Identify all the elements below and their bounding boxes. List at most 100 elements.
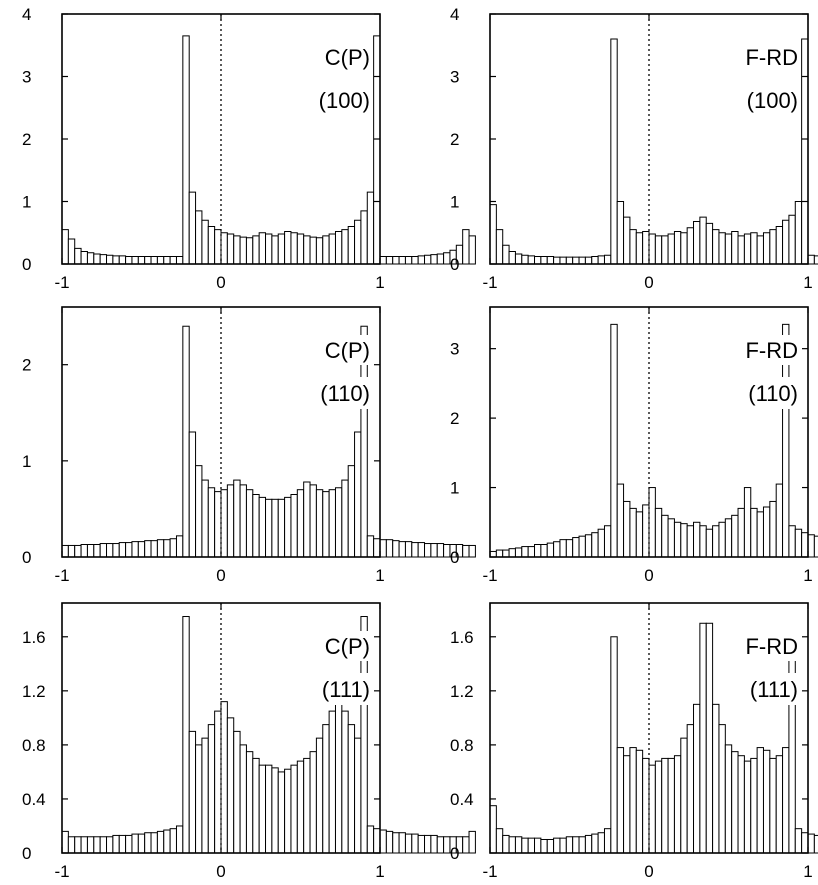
histogram-bar xyxy=(623,755,631,854)
histogram-bar xyxy=(61,229,69,265)
histogram-bar xyxy=(743,760,752,854)
histogram-bar xyxy=(731,231,739,265)
histogram-bar xyxy=(527,255,536,265)
histogram-bar xyxy=(277,498,286,558)
histogram-bar xyxy=(271,235,279,265)
x-tick-label: 0 xyxy=(216,566,225,585)
histogram-bar xyxy=(118,542,127,558)
histogram-bar xyxy=(750,757,758,854)
histogram-bar xyxy=(565,256,574,265)
histogram-bar xyxy=(106,254,114,265)
histogram-bar xyxy=(443,836,451,854)
histogram-bar xyxy=(578,256,586,265)
histogram-bar xyxy=(635,749,644,854)
histogram-bar xyxy=(801,38,809,265)
histogram-bar xyxy=(392,832,400,854)
histogram-bar xyxy=(436,543,445,558)
histogram-bar xyxy=(807,833,815,854)
histogram-bar xyxy=(379,256,387,265)
histogram-bar xyxy=(144,540,152,558)
histogram-bar xyxy=(514,836,523,854)
y-tick-label: 2 xyxy=(450,130,459,149)
histogram-bar xyxy=(680,232,688,265)
y-tick-label: 4 xyxy=(22,5,31,24)
histogram-bar xyxy=(788,214,796,265)
x-tick-label: -1 xyxy=(54,273,69,292)
histogram-bar xyxy=(404,541,413,558)
histogram-bar xyxy=(233,479,241,558)
histogram-bar xyxy=(417,255,426,265)
histogram-bar xyxy=(565,836,574,854)
histogram-bar xyxy=(705,622,714,854)
histogram-bar xyxy=(195,465,203,558)
y-tick-label: 0 xyxy=(22,844,31,863)
y-tick-label: 0.8 xyxy=(22,736,46,755)
x-tick-label: 1 xyxy=(803,273,812,292)
y-tick-label: 0 xyxy=(22,255,31,274)
histogram-bar xyxy=(699,216,707,265)
histogram-bar xyxy=(265,498,273,558)
histogram-bar xyxy=(468,544,476,558)
histogram-bar xyxy=(296,233,305,265)
histogram-bar xyxy=(667,233,675,265)
x-tick-label: 0 xyxy=(644,273,653,292)
histogram-bar xyxy=(661,235,669,265)
histogram-bar xyxy=(385,256,394,265)
histogram-bar xyxy=(597,832,605,854)
y-tick-label: 3 xyxy=(22,68,31,87)
histogram-bar xyxy=(514,547,523,558)
histogram-bar xyxy=(252,757,260,854)
histogram-bar xyxy=(239,484,247,558)
histogram-bar xyxy=(654,235,663,265)
histogram-bar xyxy=(743,487,752,558)
histogram-bar xyxy=(534,544,542,558)
histogram-bar xyxy=(731,514,739,558)
histogram-bar xyxy=(86,252,95,265)
histogram-bar xyxy=(74,247,82,265)
histogram-bar xyxy=(220,489,228,558)
histogram-bar xyxy=(693,221,701,265)
histogram-bar xyxy=(163,829,171,854)
histogram-bar xyxy=(385,830,394,854)
histogram-bar xyxy=(245,751,254,854)
panel-label-bg xyxy=(308,377,372,409)
histogram-bar xyxy=(591,256,599,265)
histogram-bar xyxy=(436,836,445,854)
histogram-bar xyxy=(616,747,625,854)
histogram-bar xyxy=(572,537,580,558)
histogram-bar xyxy=(718,724,726,854)
histogram-bar xyxy=(252,494,260,558)
histogram-bar xyxy=(686,724,695,854)
histogram-bar xyxy=(495,828,504,854)
histogram-bar xyxy=(534,256,542,265)
histogram-bar xyxy=(112,834,120,854)
histogram-bar xyxy=(373,35,381,265)
histogram-bar xyxy=(462,836,470,854)
y-tick-label: 1.6 xyxy=(22,628,46,647)
histogram-bar xyxy=(93,253,101,265)
histogram-bar xyxy=(424,834,432,854)
histogram-bar xyxy=(61,830,69,854)
histogram-bar xyxy=(169,828,177,854)
histogram-bar xyxy=(366,535,375,558)
y-tick-label: 1.2 xyxy=(22,682,46,701)
histogram-bar xyxy=(175,256,184,265)
histogram-bar xyxy=(258,232,267,265)
histogram-bar xyxy=(468,235,476,265)
histogram-bar xyxy=(502,834,510,854)
histogram-bar xyxy=(214,491,222,558)
x-tick-label: 1 xyxy=(803,566,812,585)
histogram-bar xyxy=(156,830,165,854)
histogram-bar xyxy=(137,256,146,265)
y-tick-label: 2 xyxy=(450,409,459,428)
histogram-bar xyxy=(93,836,101,854)
histogram-bar xyxy=(334,701,343,854)
histogram-bar xyxy=(782,747,790,854)
histogram-bar xyxy=(769,500,777,558)
histogram-bar xyxy=(430,543,438,558)
histogram-bar xyxy=(99,254,108,265)
histogram-bar xyxy=(762,506,771,558)
histogram-bar xyxy=(635,511,644,558)
histogram-bar xyxy=(468,830,476,854)
histogram-bar xyxy=(74,836,82,854)
